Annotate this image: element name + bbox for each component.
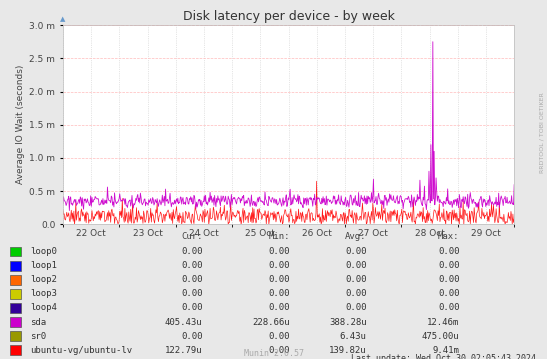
Text: 0.00: 0.00: [438, 275, 459, 284]
Text: ▲: ▲: [60, 17, 66, 22]
Text: 0.00: 0.00: [269, 346, 290, 355]
Text: RRDTOOL / TOBI OETIKER: RRDTOOL / TOBI OETIKER: [539, 93, 544, 173]
Text: 0.00: 0.00: [181, 247, 202, 256]
Bar: [10, 247, 21, 256]
Text: 0.00: 0.00: [269, 303, 290, 312]
Text: loop2: loop2: [30, 275, 57, 284]
Text: ubuntu-vg/ubuntu-lv: ubuntu-vg/ubuntu-lv: [30, 346, 132, 355]
Bar: [10, 345, 21, 355]
Bar: [10, 289, 21, 299]
Bar: [10, 261, 21, 271]
Text: Max:: Max:: [438, 232, 459, 241]
Text: loop4: loop4: [30, 303, 57, 312]
Text: 0.00: 0.00: [345, 289, 366, 298]
Text: Last update: Wed Oct 30 02:05:43 2024: Last update: Wed Oct 30 02:05:43 2024: [351, 354, 536, 359]
Text: loop0: loop0: [30, 247, 57, 256]
Text: 0.00: 0.00: [181, 261, 202, 270]
Text: loop3: loop3: [30, 289, 57, 298]
Text: 0.00: 0.00: [269, 261, 290, 270]
Text: 0.00: 0.00: [438, 289, 459, 298]
Text: Cur:: Cur:: [181, 232, 202, 241]
Text: loop1: loop1: [30, 261, 57, 270]
Text: 0.00: 0.00: [345, 275, 366, 284]
Text: 0.00: 0.00: [269, 247, 290, 256]
Text: 139.82u: 139.82u: [329, 346, 366, 355]
Text: 0.00: 0.00: [181, 289, 202, 298]
Text: 0.00: 0.00: [181, 303, 202, 312]
Text: sr0: sr0: [30, 332, 46, 341]
Text: 228.66u: 228.66u: [252, 318, 290, 327]
Text: 0.00: 0.00: [181, 332, 202, 341]
Bar: [10, 275, 21, 285]
Text: 405.43u: 405.43u: [165, 318, 202, 327]
Text: 9.41m: 9.41m: [433, 346, 459, 355]
Text: sda: sda: [30, 318, 46, 327]
Y-axis label: Average IO Wait (seconds): Average IO Wait (seconds): [16, 65, 25, 185]
Text: 0.00: 0.00: [438, 261, 459, 270]
Text: 0.00: 0.00: [181, 275, 202, 284]
Bar: [10, 303, 21, 313]
Text: Avg:: Avg:: [345, 232, 366, 241]
Text: 0.00: 0.00: [269, 275, 290, 284]
Text: Munin 2.0.57: Munin 2.0.57: [243, 349, 304, 358]
Text: 0.00: 0.00: [345, 247, 366, 256]
Text: Min:: Min:: [269, 232, 290, 241]
Text: 475.00u: 475.00u: [422, 332, 459, 341]
Text: 6.43u: 6.43u: [340, 332, 366, 341]
Text: 0.00: 0.00: [269, 332, 290, 341]
Text: 0.00: 0.00: [438, 303, 459, 312]
Text: 122.79u: 122.79u: [165, 346, 202, 355]
Bar: [10, 317, 21, 327]
Text: 12.46m: 12.46m: [427, 318, 459, 327]
Bar: [10, 331, 21, 341]
Text: 0.00: 0.00: [345, 303, 366, 312]
Text: 0.00: 0.00: [269, 289, 290, 298]
Text: 0.00: 0.00: [438, 247, 459, 256]
Text: 0.00: 0.00: [345, 261, 366, 270]
Title: Disk latency per device - by week: Disk latency per device - by week: [183, 10, 394, 23]
Text: 388.28u: 388.28u: [329, 318, 366, 327]
